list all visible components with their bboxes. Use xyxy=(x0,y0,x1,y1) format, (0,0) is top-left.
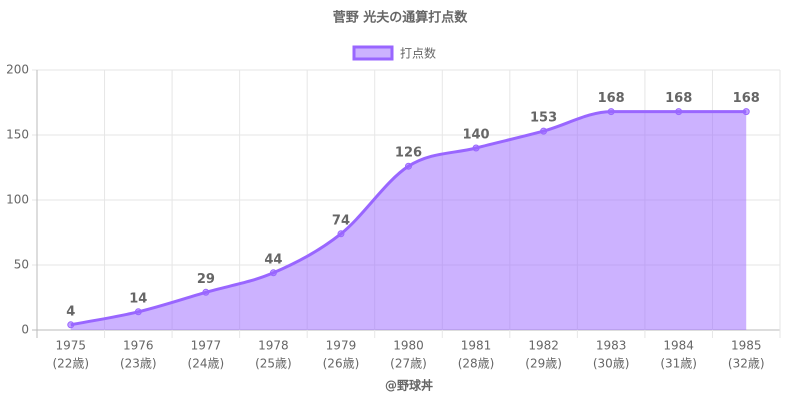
y-tick-label: 100 xyxy=(6,193,29,207)
point xyxy=(472,144,480,152)
point xyxy=(337,230,345,238)
point xyxy=(134,308,142,316)
point xyxy=(607,108,615,116)
chart-title: 菅野 光夫の通算打点数 xyxy=(333,10,469,26)
y-tick-label: 50 xyxy=(14,258,29,272)
x-tick-label: 1980 xyxy=(393,339,424,353)
x-tick-label: 1975 xyxy=(55,339,86,353)
data-label: 168 xyxy=(598,91,625,106)
x-tick-label: (28歳) xyxy=(458,357,495,371)
legend-label: 打点数 xyxy=(400,46,436,61)
x-tick-label: (30歳) xyxy=(593,357,630,371)
data-label: 168 xyxy=(733,91,760,106)
point xyxy=(202,288,210,296)
data-label: 168 xyxy=(665,91,692,106)
x-tick-label: (26歳) xyxy=(323,357,360,371)
data-label: 14 xyxy=(129,291,147,306)
data-label: 126 xyxy=(395,146,422,161)
data-label: 29 xyxy=(197,272,215,287)
x-tick-label: 1978 xyxy=(258,339,289,353)
point xyxy=(405,162,412,170)
x-tick-label: 1984 xyxy=(663,339,694,353)
point xyxy=(675,108,683,116)
x-tick-label: 1982 xyxy=(528,339,559,353)
x-tick-label: (29歳) xyxy=(525,357,562,371)
point xyxy=(269,269,277,277)
data-label: 153 xyxy=(530,111,557,126)
x-tick-label: 1981 xyxy=(461,339,492,353)
data-label: 140 xyxy=(462,128,489,143)
point xyxy=(67,321,75,329)
x-tick-label: 1979 xyxy=(326,339,357,353)
y-tick-label: 150 xyxy=(6,128,29,142)
x-tick-label: (27歳) xyxy=(390,357,427,371)
data-label: 4 xyxy=(66,304,75,319)
area xyxy=(70,111,747,330)
y-tick-label: 200 xyxy=(6,63,29,77)
y-tick-label: 0 xyxy=(21,323,29,337)
x-tick-label: 1985 xyxy=(731,339,762,353)
point xyxy=(540,127,548,135)
x-tick-label: 1983 xyxy=(596,339,627,353)
x-tick-label: (24歳) xyxy=(188,357,225,371)
x-tick-label: (31歳) xyxy=(660,357,697,371)
x-axis-label: @野球丼 xyxy=(385,378,433,393)
x-tick-label: (22歳) xyxy=(52,357,89,371)
data-label: 44 xyxy=(264,252,282,267)
legend-swatch xyxy=(352,45,394,61)
x-tick-label: (23歳) xyxy=(120,357,157,371)
point xyxy=(742,108,750,116)
x-tick-label: (32歳) xyxy=(728,357,765,371)
x-tick-label: (25歳) xyxy=(255,357,292,371)
x-tick-label: 1976 xyxy=(123,339,154,353)
data-label: 74 xyxy=(332,213,350,228)
x-tick-label: 1977 xyxy=(191,339,222,353)
